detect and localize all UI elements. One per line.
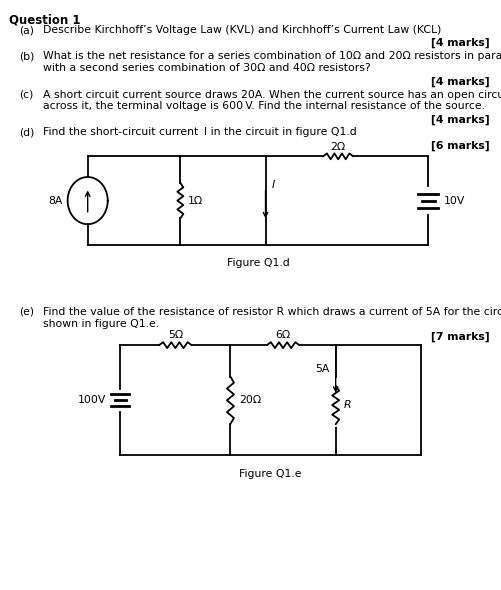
Text: [4 marks]: [4 marks]: [431, 38, 490, 48]
Text: Figure Q1.d: Figure Q1.d: [226, 258, 290, 268]
Text: 6Ω: 6Ω: [276, 330, 291, 340]
Text: [4 marks]: [4 marks]: [431, 77, 490, 87]
Text: Figure Q1.e: Figure Q1.e: [239, 469, 302, 479]
Text: (d): (d): [19, 127, 35, 137]
Text: 10V: 10V: [443, 196, 465, 205]
Text: 8A: 8A: [48, 196, 63, 205]
Text: 1Ω: 1Ω: [187, 196, 202, 205]
Text: (b): (b): [19, 51, 35, 61]
Text: (c): (c): [19, 90, 34, 100]
Text: 2Ω: 2Ω: [331, 142, 346, 152]
Text: A short circuit current source draws 20A. When the current source has an open ci: A short circuit current source draws 20A…: [43, 90, 501, 100]
Text: [4 marks]: [4 marks]: [431, 114, 490, 124]
Text: 20Ω: 20Ω: [239, 395, 261, 405]
Text: [7 marks]: [7 marks]: [431, 332, 490, 342]
Text: (a): (a): [19, 25, 34, 35]
Text: 100V: 100V: [78, 395, 106, 405]
Text: 5A: 5A: [315, 364, 330, 374]
Text: R: R: [344, 400, 352, 410]
Text: (e): (e): [19, 307, 34, 317]
Text: Find the short-circuit current  I in the circuit in figure Q1.d: Find the short-circuit current I in the …: [43, 127, 356, 137]
Text: shown in figure Q1.e.: shown in figure Q1.e.: [43, 319, 159, 329]
Text: Question 1: Question 1: [9, 14, 81, 27]
Text: [6 marks]: [6 marks]: [431, 140, 490, 150]
Text: across it, the terminal voltage is 600 V. Find the internal resistance of the so: across it, the terminal voltage is 600 V…: [43, 101, 484, 112]
Text: Describe Kirchhoff’s Voltage Law (KVL) and Kirchhoff’s Current Law (KCL): Describe Kirchhoff’s Voltage Law (KVL) a…: [43, 25, 441, 35]
Text: I: I: [272, 180, 275, 189]
Text: What is the net resistance for a series combination of 10Ω and 20Ω resistors in : What is the net resistance for a series …: [43, 51, 501, 61]
Text: Find the value of the resistance of resistor R which draws a current of 5A for t: Find the value of the resistance of resi…: [43, 307, 501, 317]
Text: 5Ω: 5Ω: [168, 330, 183, 340]
Text: with a second series combination of 30Ω and 40Ω resistors?: with a second series combination of 30Ω …: [43, 63, 370, 73]
